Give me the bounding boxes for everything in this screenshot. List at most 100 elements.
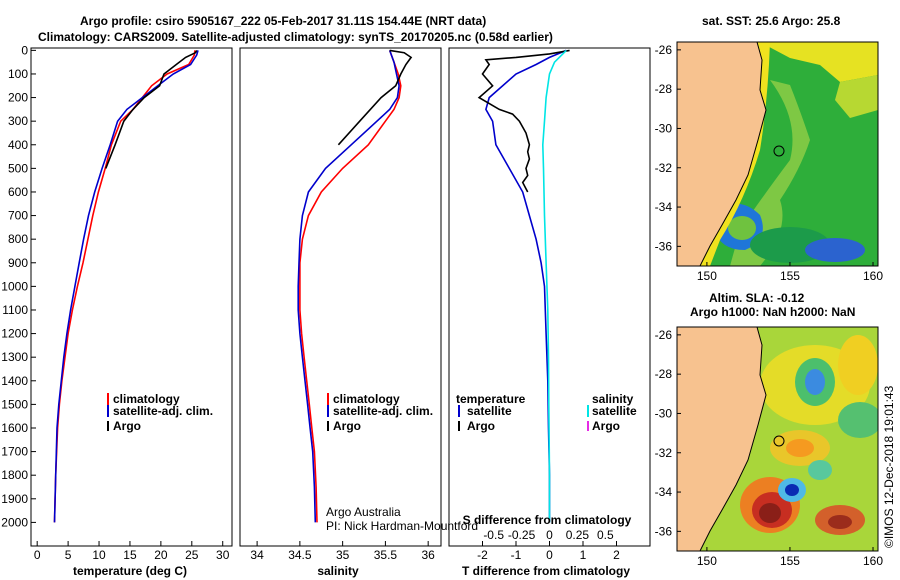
lon-tick-label: 150 [697, 554, 717, 568]
series-line-satellite-adj-clim- [297, 50, 400, 523]
depth-tick-label: 1000 [1, 279, 28, 293]
series-line-temperature-argo [477, 49, 570, 193]
imos-timestamp-watermark: ©IMOS 12-Dec-2018 19:01:43 [882, 385, 896, 548]
legend-argo-label: Argo [113, 419, 141, 433]
x-tick-label: 34.5 [288, 548, 312, 562]
legend-temperature-panel: climatology satellite-adj. clim. Argo [107, 392, 213, 433]
x-tick-label: 5 [65, 548, 72, 562]
legend-climatology-label: climatology [113, 392, 180, 406]
x-tick-label: 0 [34, 548, 41, 562]
depth-tick-label: 1500 [1, 397, 28, 411]
difference-plot-area [477, 49, 570, 523]
x-tick-label: -1 [511, 548, 522, 562]
s-diff-tick-label: 0.25 [566, 528, 590, 542]
s-diff-tick-label: -0.25 [508, 528, 536, 542]
salinity-tick-labels: 34 34.5 35 35.5 36 [250, 541, 435, 562]
series-line-argo [337, 49, 413, 146]
salinity-panel: 34 34.5 35 35.5 36 salinity climatology sate… [239, 47, 478, 578]
legend-s-argo-label: Argo [592, 419, 620, 433]
lat-tick-label: -30 [655, 406, 673, 420]
temperature-tick-labels: 0 5 10 15 20 25 30 [34, 541, 230, 562]
depth-tick-label: 1600 [1, 421, 28, 435]
depth-tick-label: 1300 [1, 350, 28, 364]
legend-climatology-label: climatology [333, 392, 400, 406]
depth-tick-label: 500 [8, 161, 28, 175]
figure-title-line1: Argo profile: csiro 5905167_222 05-Feb-2… [80, 14, 486, 28]
series-line-climatology [299, 50, 402, 523]
series-line-temperature-satellite [485, 49, 567, 523]
depth-tick-label: 200 [8, 91, 28, 105]
temperature-plot-area [53, 50, 199, 523]
x-tick-label: 35.5 [374, 548, 398, 562]
credit-line2: PI: Nick Hardman-Mountford [326, 519, 478, 533]
x-tick-label: 30 [216, 548, 230, 562]
lat-tick-label: -28 [655, 82, 673, 96]
lat-tick-label: -30 [655, 121, 673, 135]
sst-lon-ticks: 150 155 160 [697, 262, 883, 283]
altimetry-lat-ticks: -26 -28 -30 -32 -34 -36 [655, 328, 681, 538]
legend-difference-panel: temperature satellite Argo salinity sate… [456, 392, 637, 433]
sst-map-field [677, 42, 878, 266]
salinity-axes-frame [239, 47, 442, 547]
lon-tick-label: 160 [863, 554, 883, 568]
depth-tick-label: 700 [8, 209, 28, 223]
lat-tick-label: -36 [655, 524, 673, 538]
altimetry-map-field [677, 327, 878, 551]
depth-tick-label: 1800 [1, 468, 28, 482]
lat-tick-label: -28 [655, 367, 673, 381]
temperature-axes-frame [30, 47, 233, 547]
depth-tick-label: 600 [8, 185, 28, 199]
salinity-plot-area [297, 49, 413, 523]
altimetry-title-line2: Argo h1000: NaN h2000: NaN [690, 305, 855, 319]
depth-tick-label: 1100 [2, 303, 28, 317]
difference-panel: -2 -1 0 1 2 -0.5 -0.25 0 0.25 0.5 S difference f… [448, 47, 651, 578]
depth-tick-label: 0 [21, 43, 28, 57]
t-difference-tick-labels: -2 -1 0 1 2 [477, 541, 620, 562]
depth-tick-label: 800 [8, 232, 28, 246]
x-tick-label: 0 [546, 548, 553, 562]
s-difference-tick-labels: -0.5 -0.25 0 0.25 0.5 [483, 528, 614, 542]
depth-tick-label: 400 [8, 138, 28, 152]
legend-t-satellite-label: satellite [467, 404, 512, 418]
altimetry-map: Altim. SLA: -0.12 Argo h1000: NaN h2000:… [655, 291, 884, 568]
lat-tick-label: -32 [655, 161, 673, 175]
depth-tick-label: 100 [8, 67, 28, 81]
legend-temperature-header: temperature [456, 392, 526, 406]
sst-argo-position-marker [773, 145, 785, 157]
lon-tick-label: 150 [697, 269, 717, 283]
altimetry-map-frame [676, 326, 879, 552]
lat-tick-label: -26 [655, 43, 673, 57]
temperature-axis-label: temperature (deg C) [73, 564, 187, 578]
legend-satellite-label: satellite-adj. clim. [113, 404, 213, 418]
sst-map-title: sat. SST: 25.6 Argo: 25.8 [702, 14, 841, 28]
t-difference-axis-label: T difference from climatology [462, 564, 630, 578]
altimetry-argo-position-marker [773, 435, 785, 447]
credit-line1: Argo Australia [326, 505, 401, 519]
series-line-salinity-satellite [541, 49, 567, 523]
lon-tick-label: 155 [780, 554, 800, 568]
salinity-axis-label: salinity [317, 564, 359, 578]
x-tick-label: 20 [154, 548, 168, 562]
depth-tick-label: 1700 [1, 445, 28, 459]
altimetry-lon-ticks: 150 155 160 [697, 547, 883, 568]
legend-argo-label: Argo [333, 419, 361, 433]
lat-tick-label: -32 [655, 446, 673, 460]
figure-title-line2: Climatology: CARS2009. Satellite-adjuste… [38, 30, 553, 44]
legend-salinity-panel: climatology satellite-adj. clim. Argo [327, 392, 433, 433]
s-diff-tick-label: 0 [546, 528, 553, 542]
x-tick-label: -2 [477, 548, 488, 562]
depth-tick-labels: 0 100 200 300 400 500 600 700 800 900 1000 1100 1200… [1, 43, 36, 529]
sst-lat-ticks: -26 -28 -30 -32 -34 -36 [655, 43, 681, 253]
lon-tick-label: 155 [780, 269, 800, 283]
depth-tick-label: 2000 [1, 515, 28, 529]
legend-satellite-label: satellite-adj. clim. [333, 404, 433, 418]
x-tick-label: 2 [613, 548, 620, 562]
x-tick-label: 1 [580, 548, 587, 562]
temperature-panel: 0100200300400500600700800900100011001200… [1, 43, 233, 578]
x-tick-label: 15 [123, 548, 137, 562]
legend-salinity-header: salinity [592, 392, 634, 406]
depth-tick-label: 900 [8, 256, 28, 270]
sst-map: sat. SST: 25.6 Argo: 25.8 -26 -28 -30 -32 -3… [655, 14, 884, 283]
lat-tick-label: -34 [655, 200, 673, 214]
